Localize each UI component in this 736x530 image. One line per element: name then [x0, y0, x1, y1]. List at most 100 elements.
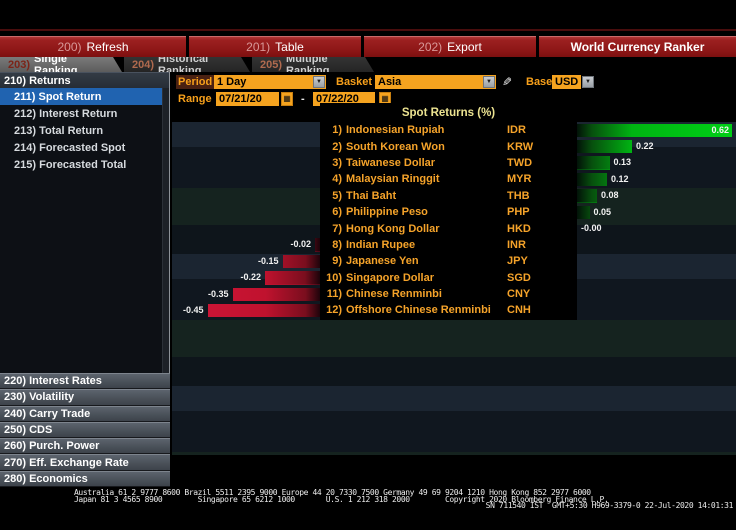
item-label: Interest Return [39, 107, 118, 120]
refresh-button-num: 200) [57, 40, 82, 54]
basket-label: Basket [336, 76, 373, 88]
tab-historical-ranking[interactable]: 204) Historical Ranking [124, 57, 250, 72]
range-start-calendar-icon[interactable]: ▦ [281, 92, 293, 106]
status-bar: Australia 61 2 9777 8600 Brazil 5511 239… [0, 487, 736, 530]
sidebar-item-purch-power[interactable]: 260) Purch. Power [0, 438, 170, 455]
currency-row-KRW[interactable]: 2) South Korean Won KRW [320, 138, 577, 154]
currency-row-CNH[interactable]: 12) Offshore Chinese Renminbi CNH [320, 302, 577, 318]
currency-rank: 2) [332, 140, 342, 153]
table-button-num: 201) [246, 40, 271, 54]
item-num: 212) [14, 107, 37, 120]
currency-name: Taiwanese Dollar [346, 156, 436, 169]
currency-row-INR[interactable]: 8) Indian Rupee INR [320, 237, 577, 253]
currency-code: SGD [507, 271, 531, 284]
currency-code: THB [507, 189, 530, 202]
currency-row-MYR[interactable]: 4) Malaysian Ringgit MYR [320, 171, 577, 187]
base-dropdown-arrow[interactable]: ▼ [582, 75, 596, 89]
currency-rank: 8) [332, 238, 342, 251]
item-num: 260) [4, 440, 27, 453]
currency-name: Indonesian Rupiah [346, 124, 445, 137]
currency-name: South Korean Won [346, 140, 445, 153]
bar-INR [315, 238, 320, 252]
basket-dropdown-arrow-icon[interactable]: ▼ [483, 76, 495, 88]
table-button[interactable]: 201) Table [189, 36, 361, 57]
sidebar-item-volatility[interactable]: 230) Volatility [0, 389, 170, 406]
bar-THB [577, 189, 597, 203]
bar-PHP [577, 205, 590, 219]
sidebar-bottom-buttons: 220) Interest Rates 230) Volatility 240)… [0, 373, 170, 487]
sidebar-header-num: 210) [4, 74, 27, 87]
bar-CNY [232, 287, 320, 301]
currency-code: CNY [507, 288, 531, 301]
currency-name: Japanese Yen [346, 255, 419, 268]
period-dropdown-arrow-icon[interactable]: ▼ [313, 76, 325, 88]
currency-code: MYR [507, 173, 532, 186]
sidebar-item-eff-exchange-rate[interactable]: 270) Eff. Exchange Rate [0, 454, 170, 471]
currency-row-JPY[interactable]: 9) Japanese Yen JPY [320, 253, 577, 269]
currency-rank: 11) [326, 288, 342, 301]
range-start-value: 07/21/20 [219, 93, 262, 105]
export-button[interactable]: 202) Export [364, 36, 536, 57]
range-end-input[interactable]: 07/22/20 [313, 92, 375, 106]
currency-row-TWD[interactable]: 3) Taiwanese Dollar TWD [320, 155, 577, 171]
currency-row-HKD[interactable]: 7) Hong Kong Dollar HKD [320, 220, 577, 236]
currency-rank: 5) [332, 189, 342, 202]
sidebar-item-forecasted-spot[interactable]: 214) Forecasted Spot [0, 139, 163, 156]
sidebar-item-economics[interactable]: 280) Economics [0, 470, 170, 487]
range-label: Range [178, 93, 212, 105]
range-end-value: 07/22/20 [316, 93, 359, 105]
bar-value-CNY: -0.35 [207, 288, 229, 299]
period-dropdown[interactable]: 1 Day ▼ [214, 75, 326, 89]
currency-name: Malaysian Ringgit [346, 173, 440, 186]
currency-row-CNY[interactable]: 11) Chinese Renminbi CNY [320, 286, 577, 302]
bar-value-THB: 0.08 [601, 190, 619, 201]
tab-multiple-ranking[interactable]: 205) Multiple Ranking [252, 57, 374, 72]
edit-basket-pencil-icon[interactable]: ✎ [502, 75, 513, 89]
sidebar-item-spot-return[interactable]: 211) Spot Return [0, 88, 163, 105]
base-dropdown[interactable]: USD [552, 75, 581, 89]
currency-row-PHP[interactable]: 6) Philippine Peso PHP [320, 204, 577, 220]
currency-code: TWD [507, 156, 533, 169]
export-button-num: 202) [418, 40, 443, 54]
period-label: Period [176, 75, 215, 89]
sidebar-header-returns[interactable]: 210) Returns [0, 72, 169, 88]
refresh-button[interactable]: 200) Refresh [0, 36, 186, 57]
item-num: 250) [4, 423, 27, 436]
chart-center-panel: Spot Returns (%) 1) Indonesian Rupiah IDR 2… [320, 103, 577, 320]
range-start-input[interactable]: 07/21/20 [216, 92, 279, 106]
sidebar-item-cds[interactable]: 250) CDS [0, 421, 170, 439]
currency-rank: 12) [326, 304, 342, 317]
currency-row-SGD[interactable]: 10) Singapore Dollar SGD [320, 270, 577, 286]
sidebar-item-total-return[interactable]: 213) Total Return [0, 122, 163, 139]
item-label: Purch. Power [29, 440, 100, 453]
currency-code: IDR [507, 124, 526, 137]
item-label: Eff. Exchange Rate [29, 456, 129, 469]
item-num: 270) [4, 456, 27, 469]
item-num: 211) [14, 90, 36, 103]
sidebar-item-interest-rates[interactable]: 220) Interest Rates [0, 373, 170, 390]
item-label: Forecasted Spot [39, 141, 126, 154]
item-num: 280) [4, 472, 27, 485]
currency-name: Singapore Dollar [346, 271, 435, 284]
base-dropdown-arrow-icon[interactable]: ▼ [582, 76, 594, 88]
item-label: CDS [29, 423, 53, 436]
item-num: 214) [14, 141, 37, 154]
currency-row-IDR[interactable]: 1) Indonesian Rupiah IDR [320, 122, 577, 138]
currency-code: KRW [507, 140, 534, 153]
item-label: Volatility [29, 391, 75, 404]
currency-code: JPY [507, 255, 528, 268]
sidebar: 210) Returns 211) Spot Return 212) Inter… [0, 72, 170, 487]
export-button-label: Export [447, 40, 482, 54]
bar-KRW [577, 139, 632, 154]
basket-dropdown[interactable]: Asia ▼ [375, 75, 496, 89]
currency-code: HKD [507, 222, 531, 235]
sidebar-item-forecasted-total[interactable]: 215) Forecasted Total [0, 156, 163, 173]
currency-rank: 1) [332, 124, 342, 137]
period-value: 1 Day [217, 76, 247, 88]
sidebar-item-interest-return[interactable]: 212) Interest Return [0, 105, 163, 122]
sidebar-item-carry-trade[interactable]: 240) Carry Trade [0, 405, 170, 422]
sidebar-scrollbar[interactable] [162, 88, 169, 373]
item-label: Spot Return [38, 90, 102, 103]
currency-row-THB[interactable]: 5) Thai Baht THB [320, 188, 577, 204]
tab-single-ranking[interactable]: 203) Single Ranking [0, 57, 122, 72]
